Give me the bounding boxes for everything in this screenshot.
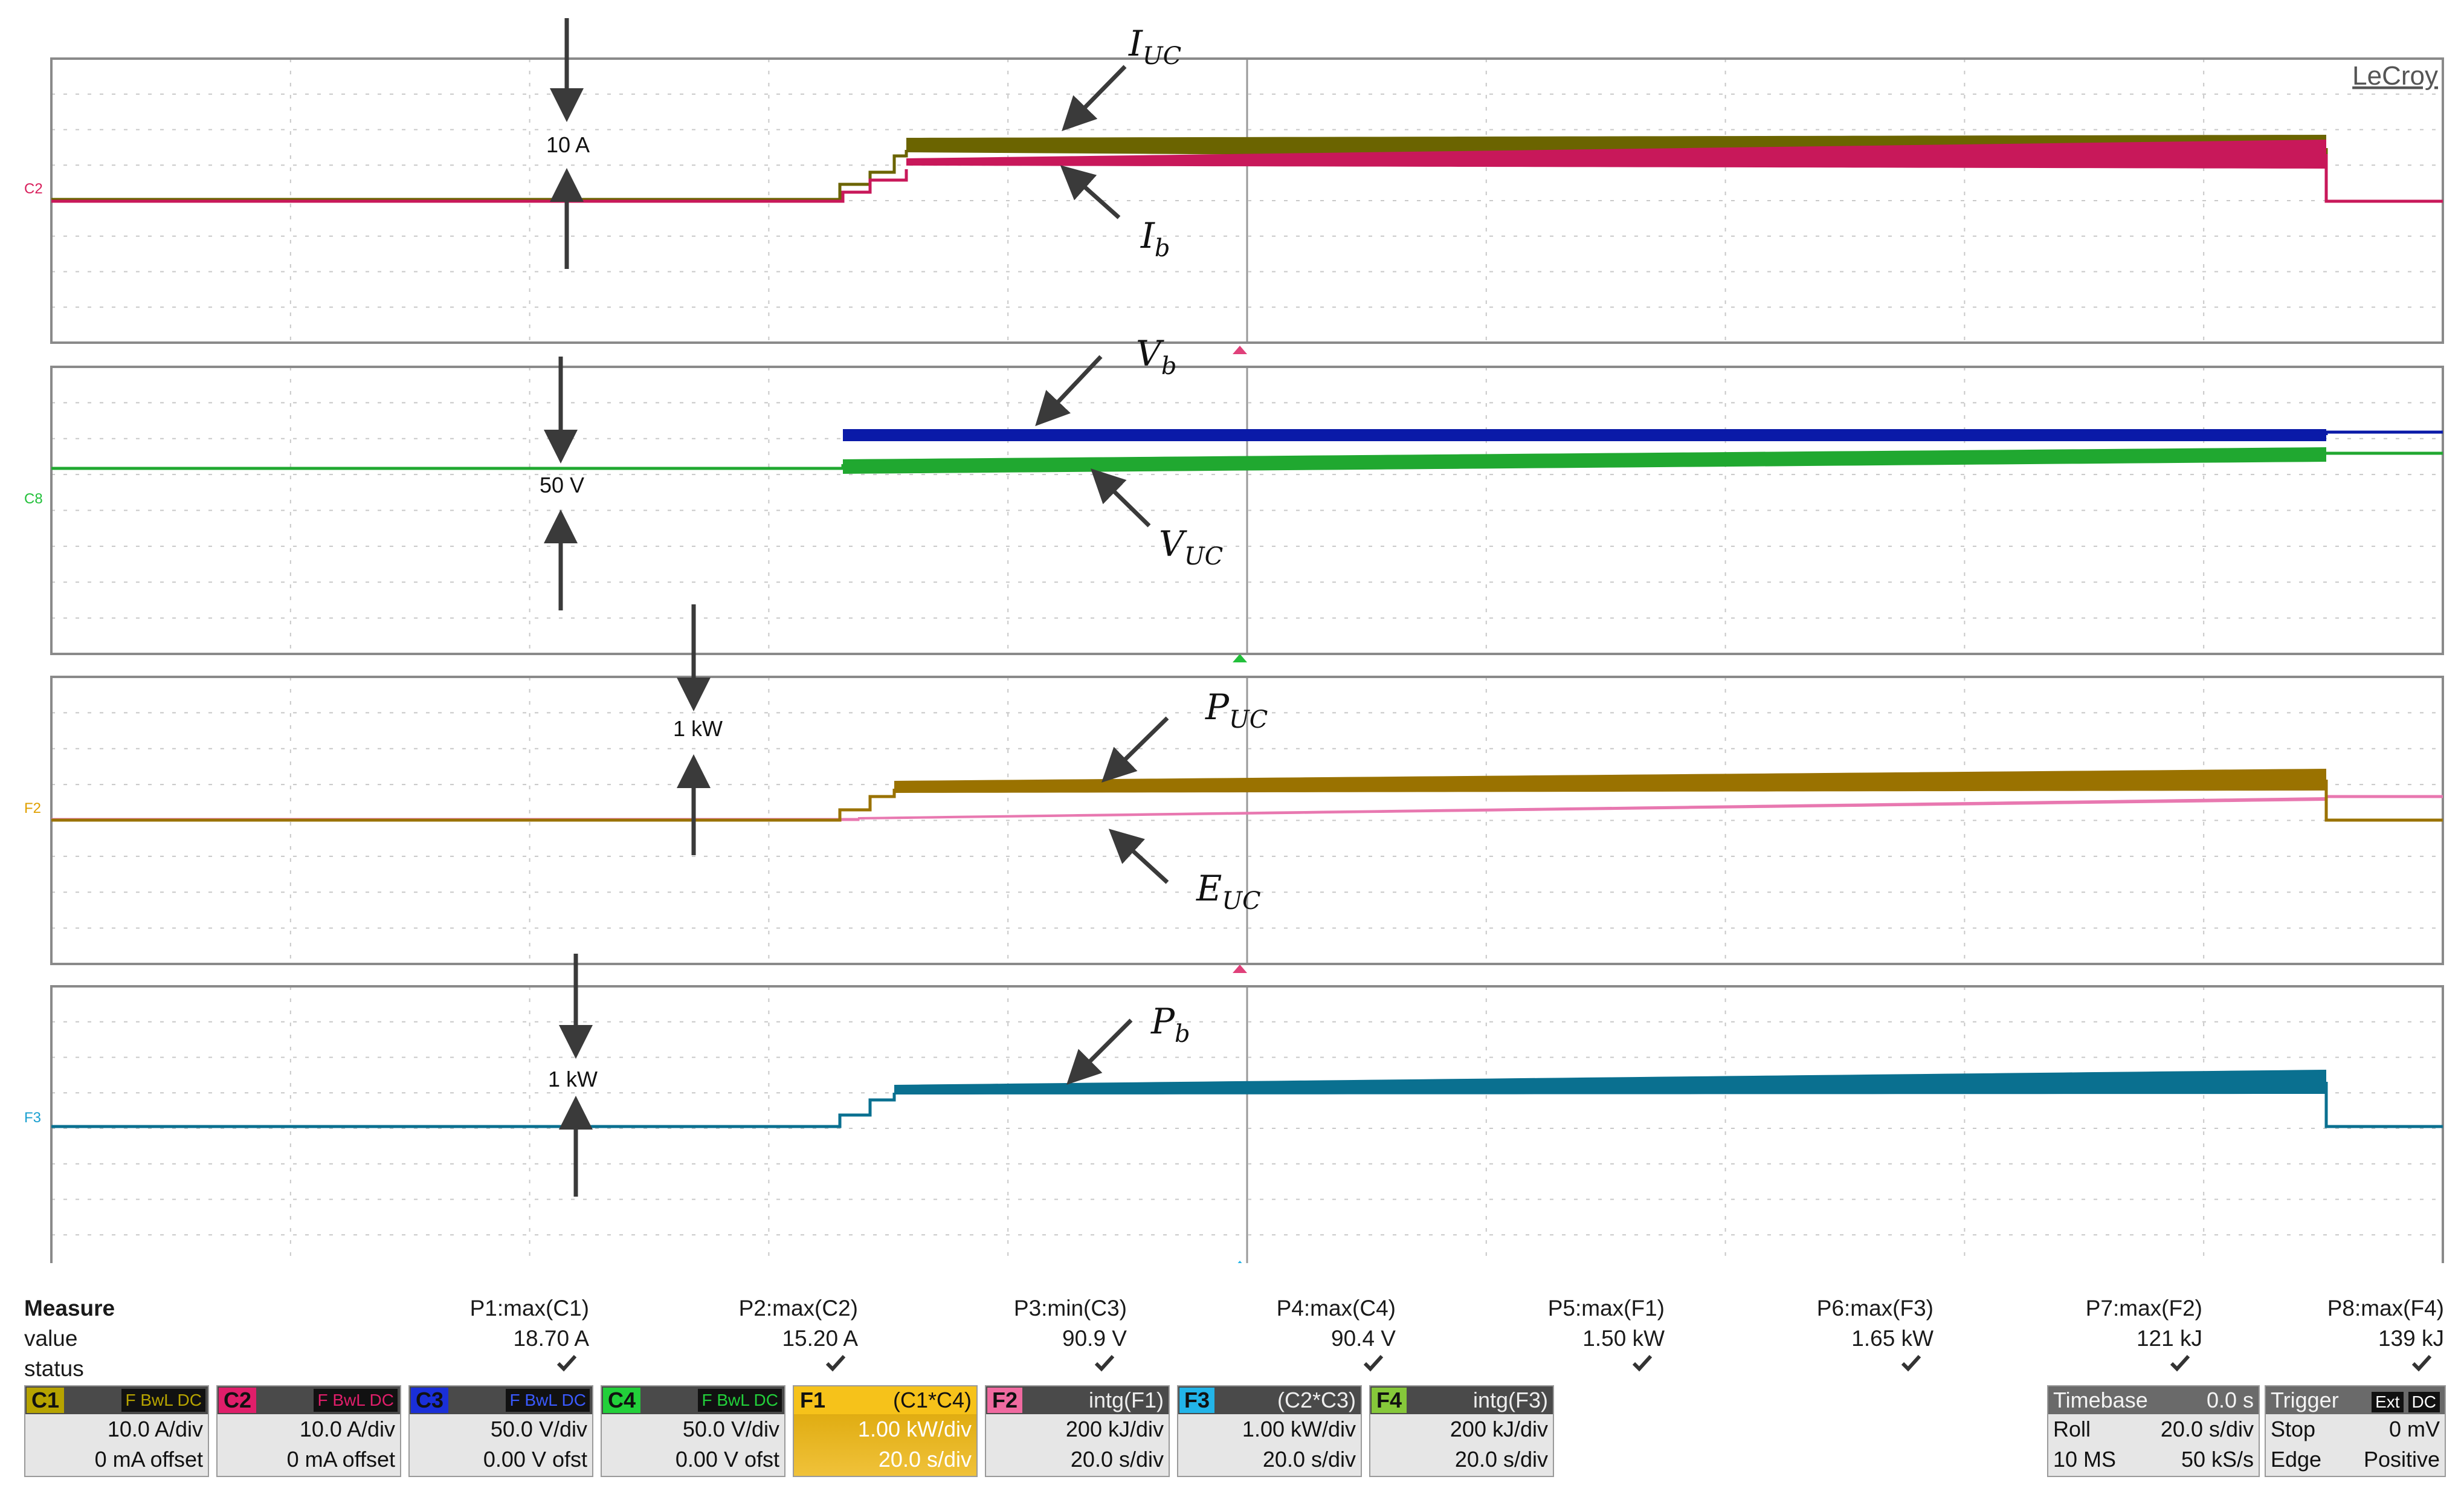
trace-puc-band <box>894 769 2326 793</box>
pointer-arrow-puc <box>1101 716 1169 783</box>
trace-vuc <box>51 447 2443 474</box>
channel-box-c2[interactable]: C2 F BwL DC 10.0 A/div 0 mA offset <box>216 1385 401 1477</box>
status-check-icon <box>2184 1354 2444 1372</box>
measure-row-value: value <box>24 1326 78 1351</box>
trace-pb-rise <box>51 1093 896 1128</box>
label-puc: PUC <box>1205 687 1268 734</box>
trace-iuc-tail <box>2324 148 2443 203</box>
trigger-marker-2 <box>1233 654 1247 662</box>
trace-ib-band <box>906 140 2326 169</box>
measurement-table: Measure value status P1:max(C1) 18.70 A … <box>24 1293 2447 1381</box>
trigger-marker-4 <box>1237 1261 1242 1263</box>
trace-euc-band <box>858 797 2326 820</box>
trace-euc-tail <box>2324 795 2443 799</box>
grid-panel-2 <box>50 366 2444 655</box>
label-vb: Vb <box>1136 333 1177 380</box>
channel-label-c8: C8 <box>24 491 43 507</box>
channel-label-f3: F3 <box>24 1110 41 1126</box>
trace-pb-tail <box>2324 1082 2443 1128</box>
grid-frame <box>50 366 2444 655</box>
channel-box-f2[interactable]: F2 intg(F1) 200 kJ/div 20.0 s/div <box>985 1385 1170 1477</box>
channel-descriptor-bar: C1 F BwL DC 10.0 A/div 0 mA offset C2 F Bw… <box>24 1385 2464 1482</box>
trigger-box[interactable]: Trigger Ext DC Stop 0 mV Edge Positive <box>2265 1385 2446 1477</box>
status-check-icon <box>1674 1354 1933 1372</box>
channel-box-f4[interactable]: F4 intg(F3) 200 kJ/div 20.0 s/div <box>1369 1385 1554 1477</box>
measure-param-3[interactable]: P3:min(C3) 90.9 V <box>867 1293 1127 1372</box>
channel-box-f1[interactable]: F1 (C1*C4) 1.00 kW/div 20.0 s/div <box>793 1385 978 1477</box>
trace-vb-band <box>843 429 2326 441</box>
measure-param-7[interactable]: P7:max(F2) 121 kJ <box>1943 1293 2202 1372</box>
status-check-icon <box>329 1354 589 1372</box>
scale-label-voltage: 50 V <box>540 473 584 497</box>
measure-title: Measure <box>24 1296 115 1321</box>
trigger-marker-3 <box>1233 965 1247 973</box>
trace-vb-tail <box>2324 430 2443 435</box>
measure-row-labels: Measure value status <box>24 1293 115 1384</box>
trace-puc-tail <box>2324 780 2443 822</box>
channel-box-f3[interactable]: F3 (C2*C3) 1.00 kW/div 20.0 s/div <box>1177 1385 1362 1477</box>
pointer-arrow-vb <box>1035 355 1103 427</box>
label-iuc: IUC <box>1128 23 1181 70</box>
measure-param-1[interactable]: P1:max(C1) 18.70 A <box>329 1293 589 1372</box>
label-ib: Ib <box>1140 215 1170 262</box>
grid-frame <box>50 985 2444 1263</box>
pointer-arrow-iuc <box>1062 65 1127 131</box>
pointer-arrow-euc <box>1108 829 1169 884</box>
trace-pb <box>51 1070 2443 1128</box>
trace-ib <box>51 140 2443 203</box>
measure-param-5[interactable]: P5:max(F1) 1.50 kW <box>1405 1293 1665 1372</box>
trace-vuc-rise <box>51 464 845 470</box>
grid-panel-4 <box>50 985 2444 1263</box>
measure-row-status: status <box>24 1356 84 1381</box>
channel-label-f2: F2 <box>24 800 41 816</box>
trace-vuc-tail <box>2324 451 2443 455</box>
measure-param-4[interactable]: P4:max(C4) 90.4 V <box>1136 1293 1396 1372</box>
trace-vb <box>843 429 2443 441</box>
trace-vuc-band <box>843 447 2326 474</box>
trace-pb-band <box>894 1070 2326 1094</box>
scale-label-power-b: 1 kW <box>548 1067 598 1091</box>
channel-box-c1[interactable]: C1 F BwL DC 10.0 A/div 0 mA offset <box>24 1385 209 1477</box>
status-check-icon <box>867 1354 1127 1372</box>
channel-box-c4[interactable]: C4 F BwL DC 50.0 V/div 0.00 V ofst <box>601 1385 785 1477</box>
trace-puc <box>51 769 2443 822</box>
status-check-icon <box>598 1354 858 1372</box>
scale-label-power-uc: 1 kW <box>673 716 723 741</box>
measure-param-6[interactable]: P6:max(F3) 1.65 kW <box>1674 1293 1933 1372</box>
trace-puc-rise <box>51 789 896 822</box>
measure-param-8[interactable]: P8:max(F4) 139 kJ <box>2184 1293 2444 1372</box>
scale-label-current: 10 A <box>546 132 590 157</box>
status-check-icon <box>1405 1354 1665 1372</box>
label-vuc: VUC <box>1159 523 1223 571</box>
brand-logo: LeCroy <box>2352 61 2438 91</box>
oscilloscope-display: LeCroy C2 C8 F2 F3 10 A 50 V 1 kW 1 kW I… <box>24 18 2444 1263</box>
trace-ib-tail <box>2324 154 2443 203</box>
status-check-icon <box>1943 1354 2202 1372</box>
trigger-marker-1 <box>1233 346 1247 354</box>
label-pb: Pb <box>1150 1001 1190 1048</box>
channel-box-c3[interactable]: C3 F BwL DC 50.0 V/div 0.00 V ofst <box>408 1385 593 1477</box>
trace-iuc-rise <box>51 150 908 201</box>
measure-param-2[interactable]: P2:max(C2) 15.20 A <box>598 1293 858 1372</box>
pointer-arrow-pb <box>1066 1018 1133 1085</box>
trace-ib-rise <box>51 169 908 203</box>
label-euc: EUC <box>1196 868 1261 915</box>
channel-label-c2: C2 <box>24 181 43 197</box>
timebase-box[interactable]: Timebase 0.0 s Roll 20.0 s/div 10 MS 50 kS/… <box>2047 1385 2260 1477</box>
pointer-arrow-vuc <box>1090 468 1151 528</box>
pointer-arrow-ib <box>1060 165 1121 219</box>
status-check-icon <box>1136 1354 1396 1372</box>
